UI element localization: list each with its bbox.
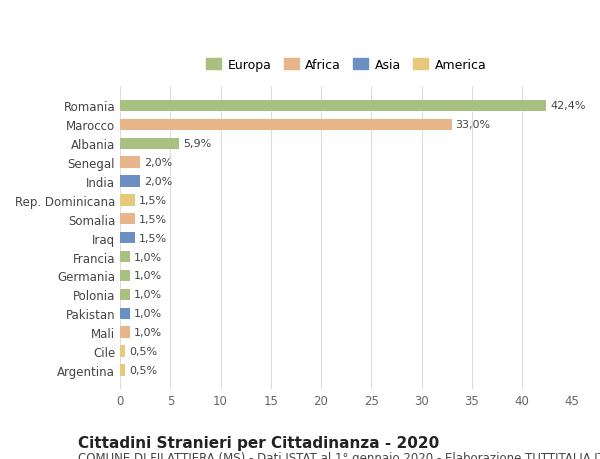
- Bar: [120, 157, 140, 168]
- Bar: [120, 270, 130, 281]
- Text: 1,0%: 1,0%: [134, 308, 163, 319]
- Text: 1,0%: 1,0%: [134, 252, 163, 262]
- Bar: [120, 195, 135, 206]
- Bar: [120, 308, 130, 319]
- Text: 0,5%: 0,5%: [129, 365, 157, 375]
- Legend: Europa, Africa, Asia, America: Europa, Africa, Asia, America: [201, 54, 491, 77]
- Text: 42,4%: 42,4%: [550, 101, 586, 111]
- Text: 33,0%: 33,0%: [455, 120, 491, 130]
- Text: 0,5%: 0,5%: [129, 346, 157, 356]
- Bar: [120, 176, 140, 187]
- Text: 1,5%: 1,5%: [139, 233, 167, 243]
- Bar: [120, 138, 179, 150]
- Bar: [120, 289, 130, 300]
- Text: 1,5%: 1,5%: [139, 196, 167, 206]
- Bar: [120, 233, 135, 244]
- Text: COMUNE DI FILATTIERA (MS) - Dati ISTAT al 1° gennaio 2020 - Elaborazione TUTTITA: COMUNE DI FILATTIERA (MS) - Dati ISTAT a…: [78, 451, 600, 459]
- Bar: [120, 119, 452, 131]
- Bar: [120, 364, 125, 376]
- Text: 2,0%: 2,0%: [144, 177, 172, 187]
- Text: 1,0%: 1,0%: [134, 327, 163, 337]
- Text: 5,9%: 5,9%: [184, 139, 212, 149]
- Bar: [120, 213, 135, 225]
- Text: Cittadini Stranieri per Cittadinanza - 2020: Cittadini Stranieri per Cittadinanza - 2…: [78, 435, 439, 450]
- Bar: [120, 101, 546, 112]
- Bar: [120, 252, 130, 263]
- Text: 1,5%: 1,5%: [139, 214, 167, 224]
- Text: 1,0%: 1,0%: [134, 271, 163, 281]
- Bar: [120, 327, 130, 338]
- Bar: [120, 346, 125, 357]
- Text: 2,0%: 2,0%: [144, 158, 172, 168]
- Text: 1,0%: 1,0%: [134, 290, 163, 300]
